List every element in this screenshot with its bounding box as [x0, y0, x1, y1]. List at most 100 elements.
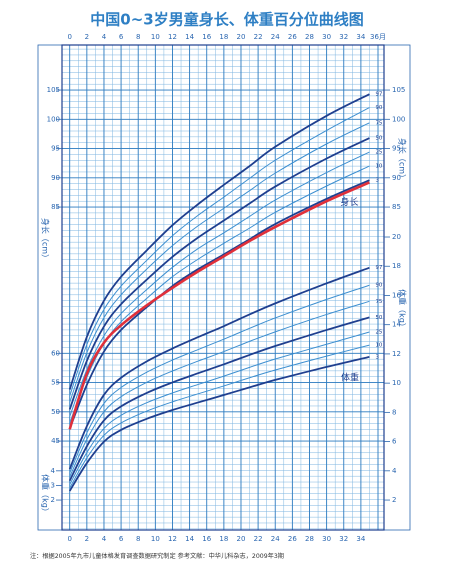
y2-tick-label: 8 [392, 408, 396, 416]
chart-title: 中国0~3岁男童身长、体重百分位曲线图 [90, 11, 363, 29]
y-tick-label: 45 [51, 437, 60, 445]
series-line [68, 93, 370, 390]
x-tick-label: 30 [322, 535, 331, 543]
x-tick-label: 30 [322, 33, 331, 41]
series-label: 10 [375, 164, 382, 170]
series-label: 3 [375, 178, 379, 184]
x-tick-label: 34 [356, 535, 365, 543]
grid [62, 45, 384, 530]
y-tick-label: 100 [392, 115, 405, 123]
right-axis-strip [383, 44, 411, 531]
x-tick-label: 10 [151, 535, 160, 543]
series-label: 97 [375, 92, 382, 98]
y-axis-label-right: 身长（cm） [398, 138, 408, 182]
y-tick-label: 90 [392, 174, 401, 182]
y2-axis-label: 体重（kg） [398, 289, 408, 331]
series-label: 50 [375, 136, 382, 142]
x-tick-label: 22 [254, 535, 263, 543]
x-tick-label: 28 [305, 33, 314, 41]
y-tick-label: 85 [392, 203, 401, 211]
series-label: 97 [375, 265, 382, 271]
y2-tick-label: 4 [51, 467, 56, 475]
y2-tick-label: 4 [392, 467, 397, 475]
x-tick-label: 8 [136, 535, 140, 543]
marks [68, 93, 370, 492]
y2-tick-label: 14 [392, 321, 401, 329]
y2-tick-label: 20 [392, 233, 401, 241]
x-tick-label: 4 [102, 33, 107, 41]
x-tick-label: 20 [237, 33, 246, 41]
x-tick-label: 18 [219, 535, 228, 543]
y-tick-label: 55 [51, 379, 60, 387]
series-line [69, 331, 370, 485]
x-tick-label: 0 [67, 535, 71, 543]
series-line [69, 300, 370, 478]
series-label: 10 [375, 343, 382, 349]
series-line [69, 151, 370, 417]
y2-tick-label: 12 [392, 350, 401, 358]
series-label: 75 [375, 120, 382, 126]
series-line [68, 266, 370, 470]
x-tick-label: 16 [202, 33, 211, 41]
y2-tick-label: 16 [392, 291, 401, 299]
x-tick-label: 32 [339, 535, 348, 543]
series-label: 身长 [340, 196, 358, 208]
series-line [69, 107, 370, 397]
annotation: 体重 [341, 372, 359, 384]
y2-tick-label: 6 [392, 438, 397, 446]
x-tick-label: 36月 [370, 33, 386, 41]
series-line [68, 355, 370, 492]
y2-tick-label: 2 [51, 496, 55, 504]
x-tick-label: 22 [254, 33, 263, 41]
footnote: 注：根据2005年九市儿童体格发育调查数据研究制定 参考文献：中华儿科杂志，20… [30, 552, 284, 560]
series-line [68, 181, 370, 430]
series-label: 90 [375, 105, 382, 111]
series-line [69, 284, 370, 474]
series-label: 25 [375, 329, 382, 335]
x-tick-label: 10 [151, 33, 160, 41]
x-tick-label: 24 [271, 33, 280, 41]
x-tick-label: 14 [185, 33, 194, 41]
y2-tick-label: 2 [392, 496, 396, 504]
x-tick-label: 4 [102, 535, 107, 543]
x-tick-label: 16 [202, 535, 211, 543]
x-tick-label: 32 [339, 33, 348, 41]
y-tick-label: 100 [47, 115, 60, 123]
y-tick-label: 60 [51, 349, 60, 357]
x-tick-label: 24 [271, 535, 280, 543]
y2-tick-label: 18 [392, 262, 401, 270]
series-label: 50 [375, 315, 382, 321]
x-tick-label: 34 [356, 33, 365, 41]
y-tick-label: 85 [51, 203, 60, 211]
y2-tick-label: 10 [392, 379, 401, 387]
series-line [68, 137, 370, 410]
series-line [68, 316, 370, 482]
series-label: 90 [375, 283, 382, 289]
y-tick-label: 90 [51, 174, 60, 182]
y-axis-label: 身长（cm） [41, 218, 51, 262]
y-tick-label: 105 [47, 86, 60, 94]
left-axis-strip [37, 44, 63, 531]
y-tick-label: 50 [51, 408, 60, 416]
x-tick-label: 12 [168, 33, 177, 41]
y-tick-label: 95 [51, 145, 60, 153]
x-tick-label: 26 [288, 535, 297, 543]
y2-axis-label-left: 体重（kg） [41, 474, 51, 516]
x-tick-label: 2 [85, 33, 89, 41]
x-tick-label: 0 [67, 33, 71, 41]
x-tick-label: 12 [168, 535, 177, 543]
x-tick-label: 8 [136, 33, 140, 41]
y-tick-label: 105 [392, 86, 405, 94]
series-label: 25 [375, 150, 382, 156]
x-tick-label: 2 [85, 535, 89, 543]
x-tick-label: 26 [288, 33, 297, 41]
x-tick-label: 28 [305, 535, 314, 543]
x-tick-label: 14 [185, 535, 194, 543]
series-line [69, 344, 370, 489]
x-tick-label: 6 [119, 535, 124, 543]
plot-frame [61, 44, 385, 531]
series-label: 75 [375, 299, 382, 305]
series-label: 3 [375, 354, 379, 360]
series-line [68, 179, 370, 430]
